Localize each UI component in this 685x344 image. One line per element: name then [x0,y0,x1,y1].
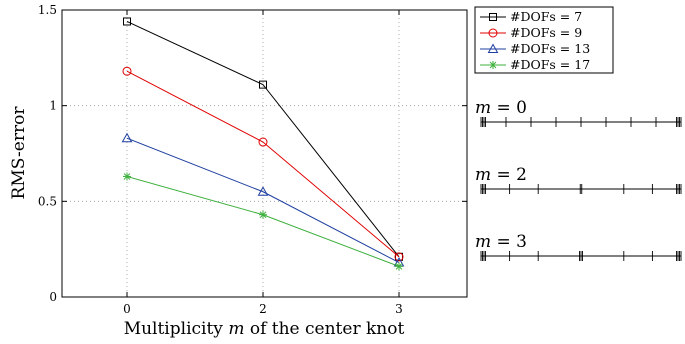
marker-circle [488,28,498,38]
knot-label: m = 3 [475,232,527,252]
marker-square [489,13,497,21]
y-axis-label: RMS-error [9,106,29,200]
marker-circle [258,137,268,147]
x-axis-label-post: of the center knot [244,319,404,339]
marker-square [259,80,267,89]
data-point [121,132,133,143]
data-point [258,137,268,147]
plot-frame [61,9,468,298]
x-axis-label-pre: Multiplicity [124,319,229,339]
y-tick-label: 1.5 [38,3,57,17]
legend-label: #DOFs = 17 [510,57,590,72]
knot-diagram: m = 0 [475,98,682,127]
series-group [121,17,405,271]
legend-marker [487,43,499,53]
x-tick-label: 2 [259,302,267,316]
knot-label-rest: = 3 [491,232,527,252]
series-line [126,21,400,258]
marker-triangle [121,132,133,143]
marker-star-d2 [123,173,131,180]
series-line [126,137,400,264]
data-point [395,262,403,271]
data-point [123,172,131,181]
axis-ticks: 0 2 3 0 0.5 1 1.5 [38,3,467,316]
y-tick-label: 0 [49,290,57,304]
knot-label-var: m [475,98,491,118]
data-point [394,252,404,262]
knot-diagram: m = 2 [475,165,682,194]
knot-diagrams: m = 0m = 2m = 3 [475,98,682,261]
legend-box [474,6,614,74]
marker-star-d2 [395,263,403,270]
grid [62,10,467,297]
legend-marker [489,61,497,69]
legend-label: #DOFs = 9 [510,25,582,40]
data-point [123,17,131,26]
marker-square [123,17,131,26]
series-line [126,70,400,258]
knot-label: m = 0 [475,98,527,118]
series-line [126,175,400,267]
x-axis-label: Multiplicity m of the center knot [124,319,405,339]
knot-label-var: m [475,232,491,252]
legend-marker [489,13,497,21]
marker-star-d2 [489,61,497,69]
x-axis-label-var: m [228,319,244,339]
knot-label: m = 2 [475,165,527,185]
y-tick-label: 1 [49,99,57,113]
y-tick-label: 0.5 [38,194,57,208]
knot-label-rest: = 2 [491,165,527,185]
data-point [259,210,267,219]
data-point [257,186,269,196]
marker-triangle [257,186,269,196]
data-point [259,80,267,89]
marker-triangle [487,43,499,53]
data-point [122,66,132,76]
knot-diagram: m = 3 [475,232,682,261]
x-tick-label: 0 [123,302,131,316]
knot-label-rest: = 0 [491,98,527,118]
legend-label: #DOFs = 13 [510,41,590,56]
legend-marker [488,28,498,38]
knot-label-var: m [475,165,491,185]
marker-star-d2 [259,211,267,219]
marker-circle [394,252,404,262]
legend: #DOFs = 7#DOFs = 9#DOFs = 13#DOFs = 17 [474,6,614,74]
legend-label: #DOFs = 7 [510,9,582,24]
x-tick-label: 3 [395,302,403,316]
marker-circle [122,66,132,76]
